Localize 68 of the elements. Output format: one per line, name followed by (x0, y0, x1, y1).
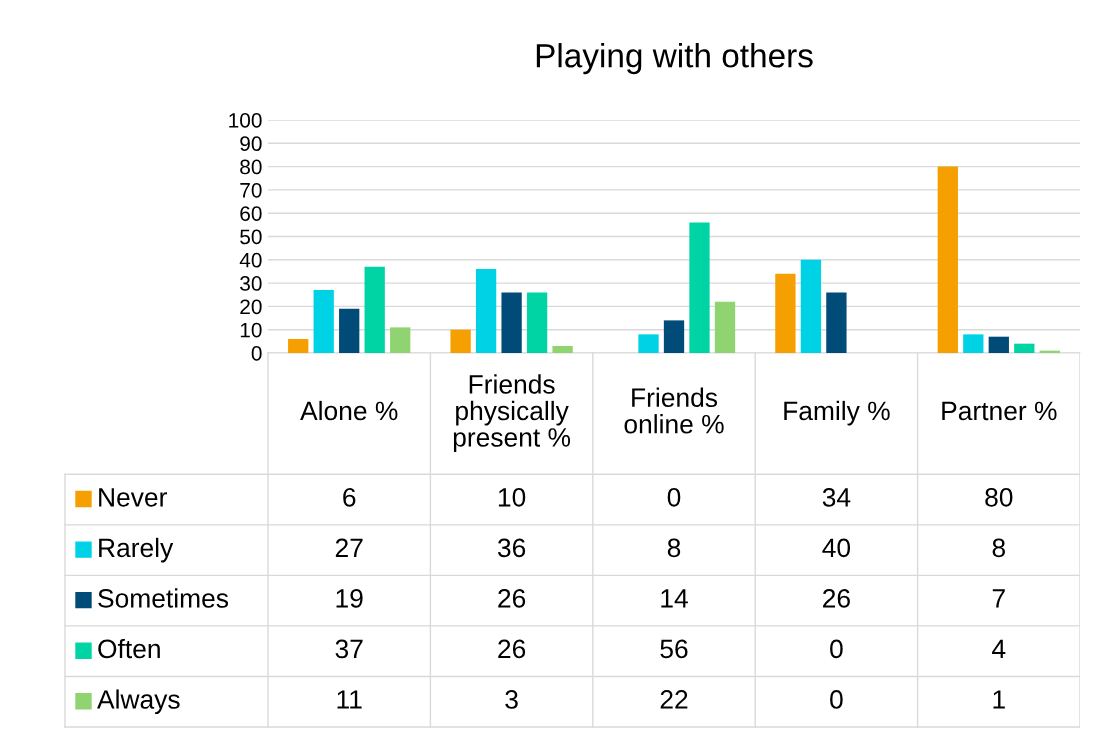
data-label: 22 (660, 690, 688, 709)
bar (963, 334, 984, 353)
data-label: 7 (992, 589, 1005, 608)
data-label: 27 (335, 538, 363, 557)
y-tick-label: 30 (240, 276, 262, 291)
y-tick-label: 10 (240, 322, 262, 338)
data-label: 0 (667, 487, 681, 507)
data-label: 80 (985, 487, 1013, 507)
data-label: 3 (505, 690, 518, 709)
data-label: 34 (822, 487, 851, 507)
bar (775, 273, 796, 353)
data-label: 11 (337, 690, 362, 709)
data-label: 40 (822, 538, 851, 558)
bar (689, 222, 710, 353)
legend-label: Never (99, 488, 167, 507)
bar (364, 266, 385, 353)
data-label: 19 (336, 589, 363, 608)
legend-label: Rarely (99, 537, 174, 563)
data-label: 6 (343, 487, 356, 507)
chart-title: Playing with others (536, 43, 813, 75)
bar (937, 166, 958, 353)
x-tick-label: Partner % (942, 401, 1057, 421)
bar (339, 308, 360, 353)
data-label: 26 (498, 589, 526, 608)
bar (313, 290, 334, 353)
data-label: 8 (992, 538, 1005, 558)
bar (475, 269, 497, 353)
legend-label: Often (98, 638, 160, 659)
data-label: 8 (667, 538, 681, 558)
y-tick-label: 20 (240, 299, 262, 315)
bar (638, 334, 659, 353)
legend-label: Sometimes (98, 588, 229, 608)
data-label: 1 (993, 690, 1005, 709)
data-label: 36 (497, 538, 526, 558)
bar (390, 327, 411, 353)
data-label: 37 (335, 639, 363, 659)
y-tick-label: 100 (229, 113, 262, 128)
data-label: 10 (498, 487, 526, 507)
y-tick-label: 40 (239, 252, 262, 268)
data-label: 26 (498, 639, 526, 659)
bar (552, 346, 573, 353)
bar (288, 339, 309, 353)
y-tick-label: 0 (251, 346, 262, 361)
data-label: 0 (830, 690, 843, 709)
data-label: 14 (661, 589, 688, 608)
y-tick-label: 50 (240, 229, 262, 245)
data-label: 4 (992, 639, 1006, 659)
x-tick-label: Alone % (300, 400, 398, 421)
x-tick-label: Friends physically present % (453, 374, 571, 452)
bar (988, 336, 1009, 353)
bar (714, 301, 736, 353)
bar (1014, 343, 1035, 353)
y-tick-label: 80 (240, 159, 262, 175)
bar (663, 320, 685, 353)
bar (800, 259, 822, 353)
y-tick-label: 70 (240, 182, 262, 198)
x-tick-label: Friends online % (624, 387, 724, 434)
data-label: 56 (660, 639, 688, 659)
bar (450, 329, 471, 353)
bar (526, 292, 548, 353)
y-tick-label: 90 (240, 136, 262, 152)
y-tick-label: 60 (240, 206, 262, 221)
bar (501, 292, 522, 353)
data-label: 26 (823, 589, 850, 608)
x-tick-label: Family % (784, 400, 890, 426)
data-label: 0 (830, 639, 843, 659)
legend-label: Always (97, 689, 180, 715)
bar (826, 292, 847, 353)
